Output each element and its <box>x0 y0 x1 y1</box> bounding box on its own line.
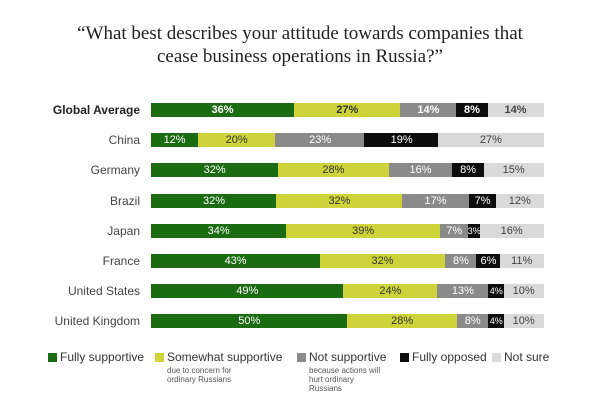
bar-segment-germany-fully-supportive: 32% <box>151 163 279 177</box>
bar-segment-germany-not-supportive: 16% <box>388 163 453 177</box>
bar-segment-global-average-fully-supportive: 36% <box>151 103 295 117</box>
bar-segment-germany-not-sure: 15% <box>483 163 544 177</box>
bar-segment-france-not-supportive: 8% <box>445 254 477 268</box>
bar-segment-brazil-not-sure: 12% <box>495 194 544 208</box>
chart-title-line-2: cease business operations in Russia?” <box>157 46 443 67</box>
bar-segment-united-kingdom-not-supportive: 8% <box>456 314 489 328</box>
bar-segment-japan-not-supportive: 7% <box>440 224 469 238</box>
category-label-germany: Germany <box>90 163 140 177</box>
bar-segment-united-kingdom-fully-supportive: 50% <box>151 314 348 328</box>
category-label-brazil: Brazil <box>109 194 140 208</box>
bar-segment-brazil-somewhat-supportive: 32% <box>276 194 403 208</box>
bar-segment-united-kingdom-fully-opposed: 4% <box>488 314 505 328</box>
bar-segment-united-states-fully-opposed: 4% <box>488 284 505 298</box>
bar-segment-china-fully-opposed: 19% <box>364 133 439 147</box>
bar-segment-united-states-somewhat-supportive: 24% <box>343 284 438 298</box>
bar-segment-germany-fully-opposed: 8% <box>451 163 485 177</box>
bar-segment-global-average-not-sure: 14% <box>487 103 544 117</box>
bar-segment-japan-fully-supportive: 34% <box>151 224 287 238</box>
bar-segment-united-states-not-sure: 10% <box>503 284 544 298</box>
category-label-global-average: Global Average <box>52 103 140 117</box>
bar-segment-global-average-fully-opposed: 8% <box>455 103 489 117</box>
bar-segment-united-kingdom-somewhat-supportive: 28% <box>347 314 458 328</box>
bar-segment-united-kingdom-not-sure: 10% <box>503 314 544 328</box>
bar-segment-global-average-somewhat-supportive: 27% <box>293 103 402 117</box>
bar-segment-france-fully-supportive: 43% <box>151 254 321 268</box>
bar-segment-germany-somewhat-supportive: 28% <box>277 163 390 177</box>
bar-segment-france-not-sure: 11% <box>499 254 544 268</box>
category-label-united-states: United States <box>67 284 140 298</box>
bar-segment-france-somewhat-supportive: 32% <box>319 254 446 268</box>
bar-segment-china-somewhat-supportive: 20% <box>197 133 276 147</box>
category-label-united-kingdom: United Kingdom <box>54 314 140 328</box>
chart-title: “What best describes your attitude towar… <box>30 22 570 68</box>
bar-segment-brazil-fully-supportive: 32% <box>151 194 278 208</box>
category-label-japan: Japan <box>107 224 140 238</box>
category-label-china: China <box>108 133 140 147</box>
bar-segment-brazil-not-supportive: 17% <box>401 194 470 208</box>
bar-segment-china-not-supportive: 23% <box>275 133 366 147</box>
chart-title-line-1: “What best describes your attitude towar… <box>77 23 523 44</box>
bar-segment-brazil-fully-opposed: 7% <box>468 194 497 208</box>
bar-segment-united-states-not-supportive: 13% <box>437 284 489 298</box>
category-label-france: France <box>102 254 140 268</box>
bar-segment-france-fully-opposed: 6% <box>476 254 501 268</box>
bar-segment-japan-somewhat-supportive: 39% <box>285 224 441 238</box>
bar-segment-japan-not-sure: 16% <box>479 224 544 238</box>
bar-segment-united-states-fully-supportive: 49% <box>151 284 344 298</box>
bar-segment-japan-fully-opposed: 3% <box>467 224 481 238</box>
bar-segment-china-fully-supportive: 12% <box>151 133 199 147</box>
bar-segment-global-average-not-supportive: 14% <box>400 103 457 117</box>
bar-segment-china-not-sure: 27% <box>438 133 544 147</box>
